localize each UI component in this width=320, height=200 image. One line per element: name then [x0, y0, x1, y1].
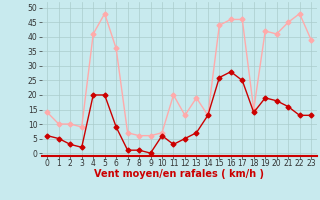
X-axis label: Vent moyen/en rafales ( km/h ): Vent moyen/en rafales ( km/h ) — [94, 169, 264, 179]
